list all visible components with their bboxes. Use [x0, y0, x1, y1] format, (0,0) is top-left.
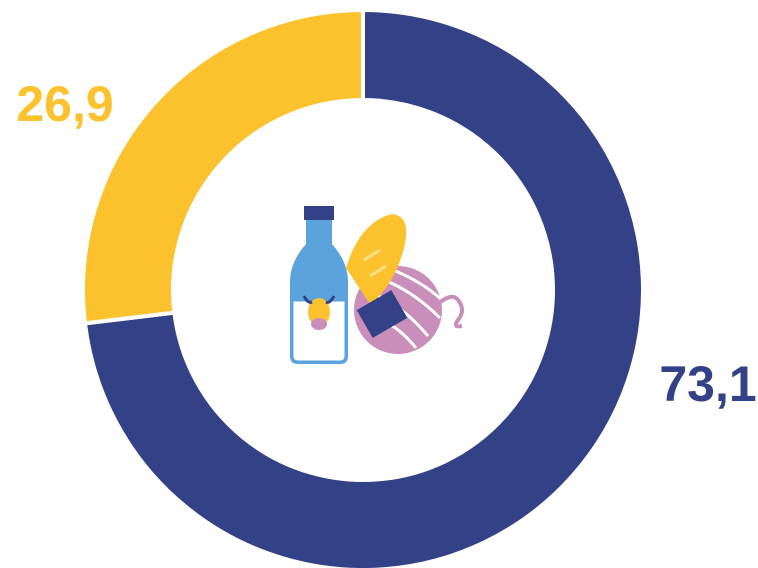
donut-slice — [82, 7, 645, 568]
value-label: 26,9 — [16, 76, 113, 132]
donut-slice — [81, 7, 365, 326]
center-icon — [290, 206, 464, 364]
donut — [81, 7, 645, 568]
value-label: 73,1 — [659, 356, 756, 412]
